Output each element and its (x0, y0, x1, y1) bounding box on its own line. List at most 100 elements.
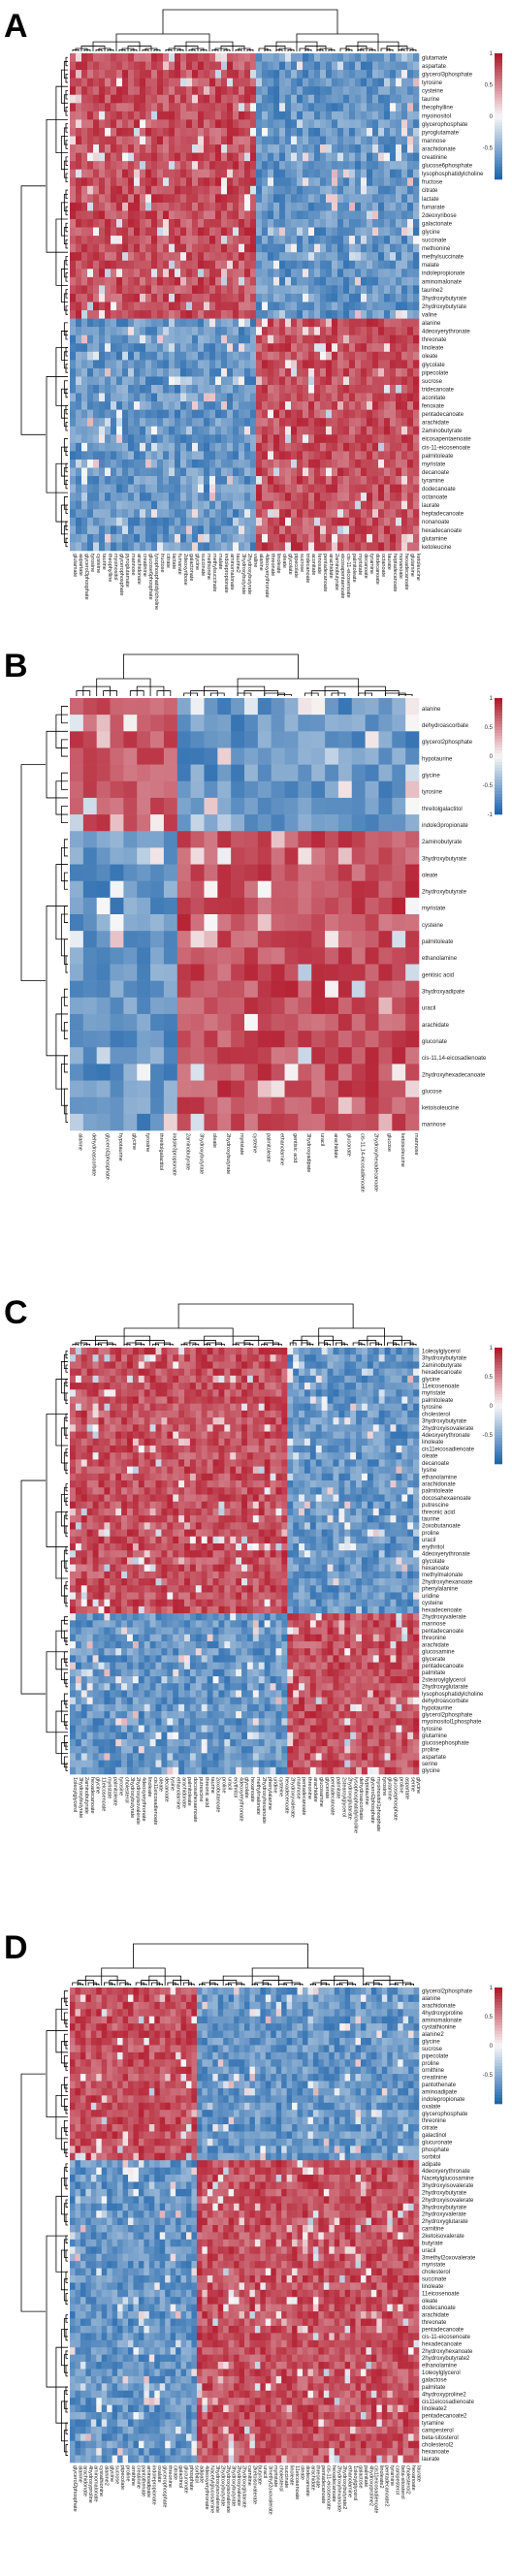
heatmap-cell (378, 61, 385, 71)
heatmap-cell (176, 980, 191, 999)
heatmap-cell (384, 509, 391, 519)
heatmap-cell (209, 409, 216, 419)
heatmap-cell (297, 476, 304, 485)
heatmap-cell (99, 467, 106, 477)
heatmap-cell (405, 747, 420, 765)
heatmap-cell (256, 334, 263, 344)
heatmap-cell (285, 243, 292, 253)
heatmap-cell (215, 500, 222, 510)
heatmap-cell (190, 897, 205, 915)
heatmap-cell (192, 542, 199, 552)
heatmap-cell (349, 127, 356, 137)
heatmap-cell (390, 53, 397, 62)
heatmap-cell (204, 276, 210, 286)
heatmap-cell (250, 434, 257, 444)
heatmap-cell (98, 1348, 105, 1355)
heatmap-cell (169, 476, 176, 485)
heatmap-cell (320, 177, 327, 187)
heatmap-cell (157, 385, 164, 394)
heatmap-cell (250, 161, 257, 170)
heatmap-cell (304, 1354, 311, 1362)
heatmap-cell (325, 1031, 339, 1048)
heatmap-cell (175, 334, 181, 344)
heatmap-cell (285, 227, 292, 237)
heatmap-cell (262, 111, 269, 120)
heatmap-cell (192, 161, 199, 170)
heatmap-cell (396, 236, 402, 244)
heatmap-cell (80, 1375, 87, 1383)
heatmap-cell (227, 185, 234, 195)
heatmap-cell (99, 493, 106, 501)
heatmap-cell (320, 227, 327, 237)
heatmap-cell (99, 127, 106, 137)
heatmap-cell (198, 367, 205, 377)
heatmap-cell (326, 351, 333, 361)
heatmap-cell (198, 70, 205, 79)
heatmap-cell (151, 393, 158, 402)
heatmap-cell (256, 533, 263, 543)
heatmap-cell (145, 285, 152, 295)
heatmap-cell (361, 243, 368, 253)
heatmap-cell (314, 533, 321, 543)
heatmap-cell (401, 542, 408, 552)
heatmap-cell (163, 831, 178, 848)
heatmap-cell (355, 409, 362, 419)
heatmap-cell (99, 136, 106, 145)
heatmap-cell (284, 698, 299, 716)
heatmap-cell (105, 351, 112, 361)
heatmap-cell (198, 293, 205, 302)
dendrogram-branch (368, 48, 376, 51)
heatmap-cell (169, 517, 176, 526)
heatmap-cell (157, 542, 164, 552)
heatmap-cell (201, 1354, 208, 1362)
heatmap-cell (96, 715, 111, 732)
heatmap-cell (190, 997, 205, 1015)
heatmap-cell (180, 252, 187, 262)
heatmap-cell (325, 1097, 339, 1115)
heatmap-cell (320, 509, 327, 519)
heatmap-cell (349, 451, 356, 461)
heatmap-cell (256, 459, 263, 468)
heatmap-cell (122, 376, 129, 386)
heatmap-cell (81, 467, 88, 477)
heatmap-cell (244, 434, 251, 444)
heatmap-cell (221, 401, 228, 410)
heatmap-cell (87, 185, 94, 195)
heatmap-cell (221, 219, 228, 228)
heatmap-cell (140, 376, 146, 386)
heatmap-cell (123, 715, 138, 732)
heatmap-cell (337, 434, 344, 444)
heatmap-cell (401, 194, 408, 204)
heatmap-cell (285, 517, 292, 526)
heatmap-cell (186, 376, 193, 386)
heatmap-cell (105, 219, 112, 228)
heatmap-cell (384, 169, 391, 178)
heatmap-cell (239, 252, 245, 262)
heatmap-cell (332, 367, 338, 377)
heatmap-cell (250, 86, 257, 96)
heatmap-cell (122, 484, 129, 493)
heatmap-cell (311, 1013, 326, 1032)
heatmap-cell (333, 1368, 339, 1377)
heatmap-cell (291, 334, 298, 344)
heatmap-cell (140, 236, 146, 244)
heatmap-cell (349, 459, 356, 468)
heatmap-cell (218, 1348, 225, 1355)
heatmap-cell (299, 1361, 305, 1369)
heatmap-cell (337, 236, 344, 244)
heatmap-cell (392, 897, 406, 915)
heatmap-cell (337, 517, 344, 526)
column-label: uracil (319, 1133, 325, 1146)
heatmap-cell (70, 318, 77, 328)
heatmap-cell (262, 385, 269, 394)
heatmap-cell (169, 269, 176, 278)
heatmap-cell (140, 285, 146, 295)
heatmap-cell (396, 493, 402, 501)
heatmap-cell (150, 880, 165, 899)
heatmap-cell (314, 327, 321, 335)
heatmap-cell (215, 459, 222, 468)
heatmap-cell (351, 980, 366, 999)
heatmap-cell (233, 127, 240, 137)
heatmap-cell (163, 367, 170, 377)
heatmap-cell (122, 525, 129, 535)
